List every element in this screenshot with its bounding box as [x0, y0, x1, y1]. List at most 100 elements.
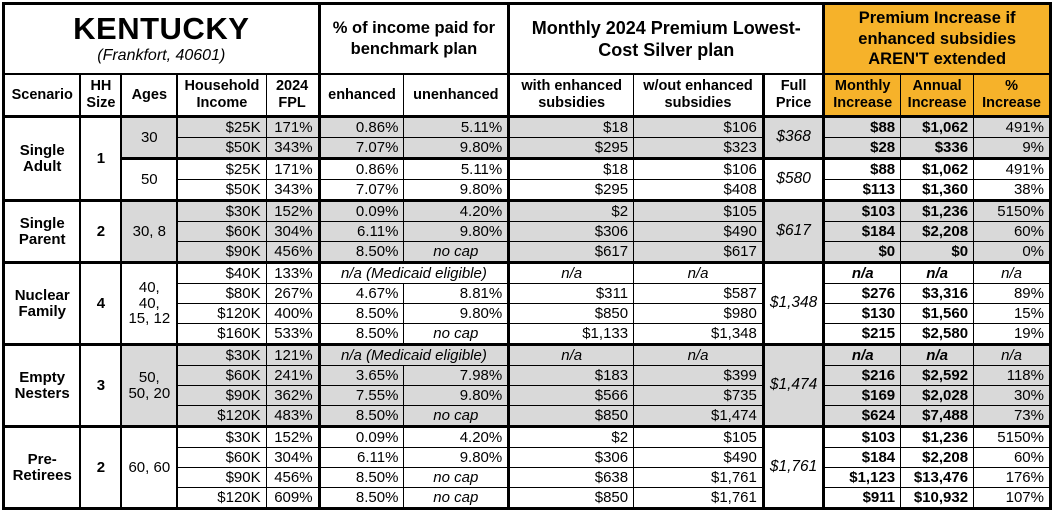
- cell-household-income: $90K: [176, 467, 267, 488]
- cell-enhanced: 8.50%: [317, 303, 405, 324]
- cell-full-price: $580: [761, 157, 825, 201]
- cell-full-price: $617: [761, 199, 825, 263]
- cell-unenhanced: 9.80%: [403, 303, 510, 324]
- cell-unenhanced: 7.98%: [403, 365, 510, 386]
- cell-without-enhanced: $106: [633, 115, 764, 138]
- cell-scenario: Nuclear Family: [3, 261, 81, 345]
- cell-enhanced: 7.07%: [317, 137, 405, 159]
- cell-without-enhanced: $1,761: [633, 467, 764, 488]
- cell-unenhanced: 9.80%: [403, 221, 510, 242]
- col-header-household-income: Household Income: [176, 73, 267, 118]
- cell-scenario: Pre-Retirees: [3, 425, 81, 509]
- cell-ages: 40, 40, 15, 12: [120, 261, 178, 345]
- col-header-with-enhanced: with enhanced subsidies: [507, 73, 635, 118]
- cell-monthly-increase: $103: [822, 199, 902, 222]
- cell-with-enhanced: $850: [507, 405, 635, 427]
- cell-fpl: 456%: [265, 241, 320, 263]
- cell-without-enhanced: $1,474: [633, 405, 764, 427]
- cell-unenhanced: 9.80%: [403, 447, 510, 468]
- cell-household-income: $50K: [176, 137, 267, 159]
- cell-enhanced: 0.86%: [317, 157, 405, 180]
- cell-fpl: 343%: [265, 137, 320, 159]
- cell-with-enhanced: $295: [507, 179, 635, 201]
- cell-medicaid-note: n/a (Medicaid eligible): [317, 261, 510, 284]
- cell-enhanced: 3.65%: [317, 365, 405, 386]
- table-row: Single Adult 1 30 $25K 171% 0.86% 5.11% $18 $106…: [3, 115, 1051, 201]
- cell-fpl: 171%: [265, 157, 320, 180]
- cell-pct-increase: 118%: [973, 365, 1051, 386]
- table-row: 50 $25K 171% 0.86% 5.11% $18 $106 $580 $88 $1,062…: [4, 157, 1051, 201]
- cell-pct-increase: 107%: [973, 487, 1051, 509]
- table-row: $60K 304% 6.11% 9.80% $306 $490 $184 $2,208 60%: [4, 221, 1051, 242]
- cell-fpl: 609%: [265, 487, 320, 509]
- cell-enhanced: 6.11%: [317, 447, 405, 468]
- cell-without-enhanced: $1,761: [633, 487, 764, 509]
- cell-pct-increase: 491%: [973, 157, 1051, 180]
- column-header-row: Scenario HH Size Ages Household Income 2…: [3, 73, 1051, 118]
- cell-annual-increase: n/a: [900, 343, 975, 366]
- cell-unenhanced: no cap: [403, 487, 510, 509]
- cell-fpl: 152%: [265, 425, 320, 448]
- cell-pct-increase: 60%: [973, 447, 1051, 468]
- cell-enhanced: 7.55%: [317, 385, 405, 406]
- cell-annual-increase: $1,062: [900, 157, 975, 180]
- cell-annual-increase: $1,360: [900, 179, 975, 201]
- cell-without-enhanced: $105: [633, 425, 764, 448]
- col-header-hh-size: HH Size: [79, 73, 122, 118]
- cell-unenhanced: 5.11%: [403, 157, 510, 180]
- cell-pct-increase: 5150%: [973, 425, 1051, 448]
- cell-pct-increase: 176%: [973, 467, 1051, 488]
- cell-unenhanced: 4.20%: [403, 425, 510, 448]
- col-header-enhanced: enhanced: [317, 73, 405, 118]
- cell-with-enhanced: $18: [507, 157, 635, 180]
- cell-annual-increase: $2,028: [900, 385, 975, 406]
- cell-pct-increase: 19%: [973, 323, 1051, 345]
- cell-household-income: $120K: [176, 405, 267, 427]
- cell-ages: 30: [120, 115, 178, 159]
- table-row: $160K 533% 8.50% no cap $1,133 $1,348 $215 $2,5…: [4, 323, 1051, 345]
- cell-annual-increase: $7,488: [900, 405, 975, 427]
- cell-monthly-increase: $113: [822, 179, 902, 201]
- cell-full-price: $1,348: [761, 261, 825, 345]
- cell-pct-increase: 73%: [973, 405, 1051, 427]
- cell-monthly-increase: $28: [822, 137, 902, 159]
- cell-monthly-increase: $1,123: [822, 467, 902, 488]
- cell-household-income: $25K: [176, 115, 267, 138]
- cell-monthly-increase: $215: [822, 323, 902, 345]
- cell-with-enhanced: $18: [507, 115, 635, 138]
- cell-monthly-increase: n/a: [822, 261, 902, 284]
- cell-annual-increase: $1,560: [900, 303, 975, 324]
- cell-without-enhanced: $1,348: [633, 323, 764, 345]
- cell-full-price: $1,474: [761, 343, 825, 427]
- cell-unenhanced: no cap: [403, 467, 510, 488]
- cell-fpl: 304%: [265, 447, 320, 468]
- cell-annual-increase: $2,208: [900, 221, 975, 242]
- title-row: KENTUCKY (Frankfort, 40601) % of income …: [3, 3, 1051, 75]
- cell-monthly-increase: $169: [822, 385, 902, 406]
- header-premium-increase: Premium Increase if enhanced subsidies A…: [822, 3, 1051, 75]
- cell-pct-increase: n/a: [973, 343, 1051, 366]
- cell-monthly-increase: $103: [822, 425, 902, 448]
- cell-monthly-increase: $184: [822, 447, 902, 468]
- cell-enhanced: 4.67%: [317, 283, 405, 304]
- cell-ages: 50: [120, 157, 178, 201]
- cell-monthly-increase: $276: [822, 283, 902, 304]
- cell-ages: 60, 60: [120, 425, 178, 509]
- cell-pct-increase: 38%: [973, 179, 1051, 201]
- cell-without-enhanced: $490: [633, 221, 764, 242]
- col-header-ages: Ages: [120, 73, 178, 118]
- cell-fpl: 483%: [265, 405, 320, 427]
- cell-fpl: 152%: [265, 199, 320, 222]
- cell-pct-increase: 5150%: [973, 199, 1051, 222]
- cell-with-enhanced: $1,133: [507, 323, 635, 345]
- table-row: $60K 241% 3.65% 7.98% $183 $399 $216 $2,592 118%: [4, 365, 1051, 386]
- cell-annual-increase: $3,316: [900, 283, 975, 304]
- cell-hh-size: 2: [79, 425, 122, 509]
- cell-household-income: $40K: [176, 261, 267, 284]
- table-row: Nuclear Family 4 40, 40, 15, 12 $40K 133% n/a…: [3, 261, 1051, 345]
- cell-with-enhanced: $617: [507, 241, 635, 263]
- cell-enhanced: 0.86%: [317, 115, 405, 138]
- cell-pct-increase: 15%: [973, 303, 1051, 324]
